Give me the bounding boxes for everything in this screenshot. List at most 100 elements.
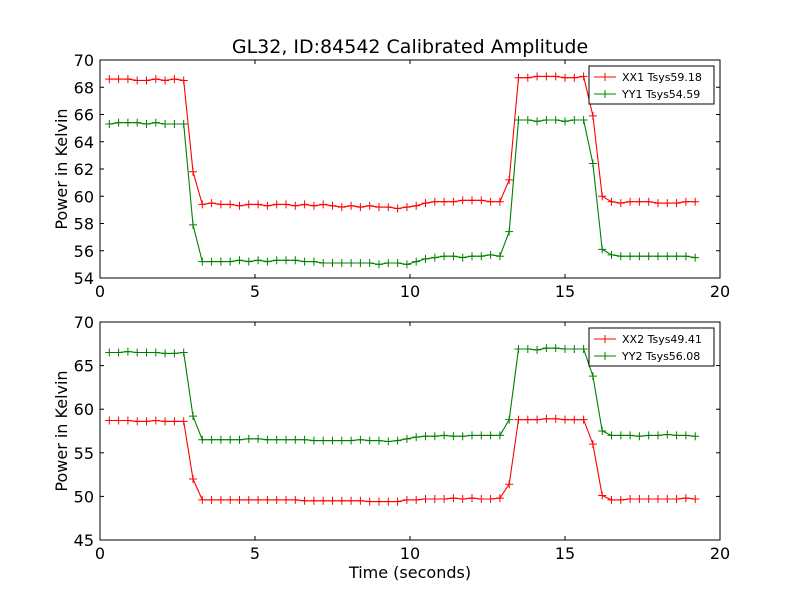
data-point-marker [505,415,514,424]
y-axis-label: Power in Kelvin [52,370,71,491]
data-point-marker [198,200,207,209]
data-point-marker [644,495,653,504]
data-point-marker [291,495,300,504]
data-point-marker [691,432,700,441]
data-point-marker [375,203,383,212]
data-point-marker [272,256,281,265]
data-point-marker [579,115,588,124]
y-tick-label: 64 [74,133,94,152]
y-tick-label: 54 [74,269,94,288]
x-tick-label: 20 [710,282,730,301]
series-group [105,344,700,506]
data-point-marker [672,199,681,208]
data-point-marker [235,495,244,504]
data-point-marker [449,252,458,261]
data-point-marker [579,345,588,354]
data-point-marker [235,256,244,265]
data-point-marker [179,120,188,129]
data-point-marker [533,345,542,354]
data-point-marker [402,203,411,212]
legend-marker [601,90,609,98]
data-point-marker [681,252,690,261]
series-line-xx2 [109,418,696,503]
data-point-marker [514,415,523,424]
data-point-marker [300,435,309,444]
data-point-marker [365,201,374,210]
data-point-marker [551,115,560,124]
data-point-marker [635,197,644,206]
data-point-marker [458,432,467,441]
data-point-marker [365,259,374,268]
data-point-marker [272,495,281,504]
data-point-marker [523,73,532,82]
data-point-marker [486,197,495,206]
data-point-marker [663,430,672,439]
data-point-marker [644,197,653,206]
data-point-marker [151,348,160,357]
data-point-marker [440,197,449,206]
data-point-marker [309,201,318,210]
data-point-marker [588,159,597,168]
data-point-marker [663,199,672,208]
y-tick-label: 62 [74,160,94,179]
data-point-marker [598,245,607,254]
data-point-marker [282,200,290,209]
data-point-marker [421,495,430,504]
data-point-marker [654,431,662,440]
data-point-marker [672,495,681,504]
data-point-marker [347,259,356,268]
data-point-marker [254,256,263,265]
data-point-marker [505,175,514,184]
legend: XX1 Tsys59.18 YY1 Tsys54.59 [588,65,715,105]
data-point-marker [235,201,244,210]
data-point-marker [644,252,653,261]
data-point-marker [579,72,588,81]
data-point-marker [347,496,356,505]
data-point-marker [244,200,253,209]
x-tick-label: 15 [555,544,575,563]
data-point-marker [254,200,263,209]
data-point-marker [588,440,597,449]
data-point-marker [170,349,179,358]
data-point-marker [681,494,690,503]
data-point-marker [440,431,449,440]
data-point-marker [402,495,411,504]
data-point-marker [551,414,560,423]
data-point-marker [114,75,123,84]
data-point-marker [561,345,569,354]
y-tick-label: 56 [74,242,94,261]
data-point-marker [161,120,170,129]
data-point-marker [291,256,300,265]
data-point-marker [328,436,337,445]
data-point-marker [123,75,132,84]
data-point-marker [226,200,235,209]
data-point-marker [477,431,486,440]
data-point-marker [189,167,197,176]
data-point-marker [607,250,616,259]
y-axis-label: Power in Kelvin [52,108,71,229]
data-point-marker [189,474,197,483]
data-point-marker [468,431,476,440]
data-point-marker [300,257,309,266]
data-point-marker [523,415,532,424]
data-point-marker [449,494,458,503]
data-point-marker [468,196,476,205]
data-point-marker [282,435,290,444]
data-point-marker [263,201,272,210]
data-point-marker [254,434,263,443]
data-point-marker [337,436,346,445]
data-point-marker [616,252,625,261]
data-point-marker [533,117,542,126]
data-point-marker [170,75,179,84]
x-tick-label: 15 [555,282,575,301]
data-point-marker [449,432,458,441]
data-point-marker [272,435,281,444]
data-point-marker [365,436,374,445]
data-point-marker [681,197,690,206]
data-point-marker [170,417,179,426]
data-point-marker [486,250,495,259]
data-point-marker [412,495,421,504]
data-point-marker [505,480,514,489]
data-point-marker [291,201,300,210]
data-point-marker [309,257,318,266]
